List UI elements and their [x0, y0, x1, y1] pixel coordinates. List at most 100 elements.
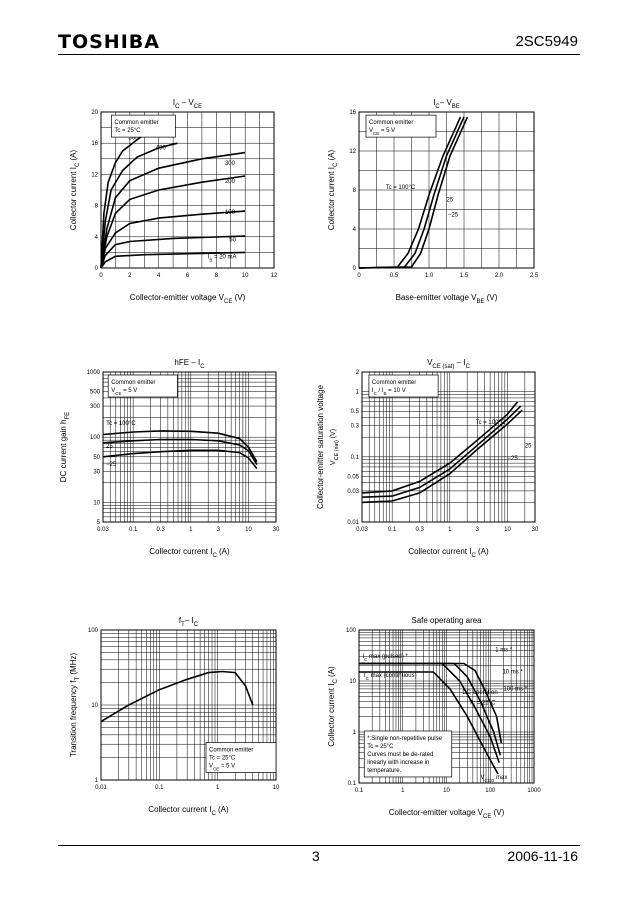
x-tick-label: 0.1 — [355, 788, 364, 794]
x-tick-label: 0.3 — [156, 527, 165, 533]
plot-frame — [361, 371, 536, 523]
text-part: I — [327, 684, 336, 686]
curve-label: 500 — [128, 135, 139, 141]
y-axis-label: Collector-emitter saturation voltage — [316, 384, 325, 509]
series-line — [100, 210, 246, 269]
x-axis-label: Base-emitter voltage VBE (V) — [396, 293, 498, 305]
text-part: (A) — [327, 666, 336, 679]
text-part: temperature. — [367, 768, 401, 774]
plot-frame — [100, 629, 277, 781]
chart-svg: 0.01 0.1 1 10 1 10 100 Common emitter Tc = 25°C V… — [69, 616, 280, 817]
x-tick-label: 2.0 — [495, 273, 504, 279]
subscript: T — [75, 677, 81, 681]
text-part: V — [481, 775, 485, 781]
legend-box — [205, 742, 277, 773]
text-part: (A) — [69, 149, 78, 162]
y-tick-label: 16 — [349, 110, 356, 116]
x-tick-label: 1 — [216, 785, 220, 791]
curve-label: IC max (pulsed) * — [362, 654, 408, 662]
page-number: 3 — [312, 848, 320, 864]
chart-vcesat-ic: 0.03 0.1 0.3 1 3 10 30 0.01 0.03 0.05 0.1 0.3 0.5 1 2 T… — [313, 348, 553, 568]
subscript: C — [75, 162, 81, 167]
series-line — [359, 671, 499, 775]
text-part: *:Single non-repetitive pulse — [367, 736, 442, 742]
x-tick-label: 1 — [401, 788, 405, 794]
subscript: C — [200, 364, 205, 370]
curve-label: 1 ms * — [495, 647, 513, 653]
text-part: = 5 V — [379, 128, 395, 134]
series-line — [359, 662, 500, 763]
chart-svg: 0.03 0.1 0.3 1 3 10 30 5 10 30 50 100 300 500 1000 Tc =… — [59, 358, 280, 559]
y-tick-label: 1 — [95, 778, 99, 784]
x-tick-label: 30 — [273, 527, 280, 533]
text-part: I — [173, 98, 175, 107]
text-part: Tc = 25°C — [367, 744, 394, 750]
text-part: = 5 V — [121, 388, 137, 394]
subscript: C — [364, 657, 368, 662]
y-tick-label: 1000 — [87, 370, 101, 376]
text-part: (A) — [327, 149, 336, 162]
text-part: – I — [454, 358, 465, 367]
text-part: h — [59, 419, 68, 423]
text-part: Common emitter — [111, 380, 155, 386]
text-part: I — [327, 167, 336, 169]
text-part: I — [210, 547, 212, 556]
text-part: f — [179, 616, 182, 625]
y-tick-label: 4 — [353, 227, 357, 233]
footer-rule — [58, 845, 580, 846]
text-part: DC operation — [462, 690, 497, 696]
text-part: max (continuous) — [369, 673, 417, 679]
y-tick-label: 12 — [91, 172, 98, 178]
text-part: / I — [377, 388, 384, 394]
subscript: CE — [213, 766, 219, 771]
text-part: – I — [185, 616, 194, 625]
curve-label: DC operation — [462, 690, 497, 696]
x-tick-label: 10 — [245, 527, 252, 533]
legend-line: Tc = 25°C — [209, 756, 236, 762]
series-line — [100, 142, 178, 269]
subscript: BE — [477, 299, 485, 305]
text-part: 50 — [229, 237, 236, 243]
legend-line: *:Single non-repetitive pulse — [367, 736, 442, 742]
plot-frame — [102, 371, 277, 523]
chart-svg: 0 0.5 1.0 1.5 2.0 2.5 0 4 8 12 16 Tc = 100°C 25 −25 Co… — [327, 98, 539, 305]
legend-line: Common emitter — [111, 380, 155, 386]
text-part: Curves must be de-rated — [367, 752, 433, 758]
y-axis-label: Collector current IC (A) — [327, 666, 339, 747]
subscript: C — [374, 391, 378, 396]
text-part: Tc = 25°C — [114, 128, 141, 134]
legend-box — [107, 374, 178, 398]
text-part: 10 ms * — [502, 670, 523, 676]
x-axis-label: Collector current IC (A) — [149, 547, 230, 559]
y-tick-label: 10 — [93, 500, 100, 506]
subscript: C — [435, 104, 440, 110]
y-axis-label: DC current gain hFE — [59, 412, 71, 482]
text-part: (V) — [491, 808, 504, 817]
legend-line: VCE = 5 V — [369, 128, 395, 136]
chart-svg: 0.03 0.1 0.3 1 3 10 300.010.030.050.10.30.512T… — [316, 358, 539, 559]
text-part: Tc = 25°C — [209, 756, 236, 762]
y-tick-label: 10 — [349, 679, 356, 685]
plot-frame — [358, 629, 535, 784]
text-part: 1 ms * — [495, 647, 513, 653]
text-part: = 5 V — [219, 764, 235, 770]
subscript: C — [175, 104, 180, 110]
curve-label: 100 ms * — [503, 687, 527, 693]
x-tick-label: 1 — [448, 527, 452, 533]
chart-title: VCE (sat) – IC — [427, 358, 470, 370]
x-tick-label: 0.03 — [97, 527, 109, 533]
curve-label: Tc = 100°C — [106, 421, 136, 427]
x-tick-label: 3 — [217, 527, 221, 533]
x-axis-label: Collector current IC (A) — [148, 805, 229, 817]
text-part: Tc = 25°C — [469, 700, 496, 706]
subscript: B — [209, 257, 212, 262]
y-tick-label: 0 — [353, 266, 357, 272]
x-axis-label: Collector-emitter voltage VCE (V) — [389, 808, 505, 820]
text-part: Collector-emitter voltage — [389, 808, 478, 817]
legend-line: VCE = 5 V — [111, 388, 137, 396]
text-part: Tc = 100°C — [386, 185, 416, 191]
text-part: V — [478, 808, 484, 817]
curve-label: Tc = 100°C — [386, 185, 416, 191]
text-part: V — [111, 388, 115, 394]
